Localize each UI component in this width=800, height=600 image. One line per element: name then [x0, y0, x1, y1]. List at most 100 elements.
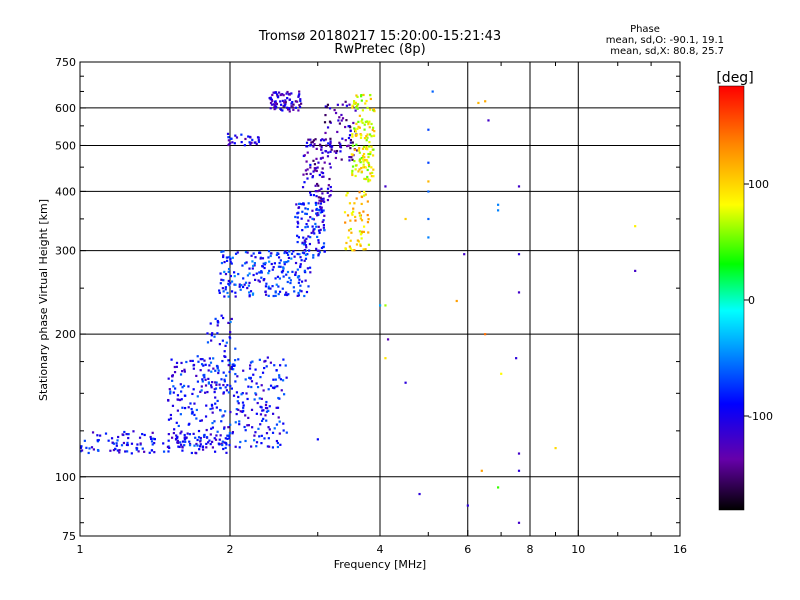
data-point [317, 213, 320, 216]
data-point [112, 448, 116, 452]
data-point [229, 137, 232, 140]
data-point [251, 138, 254, 141]
data-point [135, 448, 138, 451]
data-point [246, 286, 249, 290]
y-axis-label: Stationary phase Virtual Height [km] [37, 199, 50, 401]
data-point [235, 412, 238, 416]
data-point [209, 442, 212, 446]
data-point [260, 419, 264, 422]
data-point [206, 390, 209, 394]
data-point [312, 230, 315, 233]
data-point [361, 158, 364, 161]
data-point [362, 160, 365, 163]
data-point [231, 430, 235, 434]
data-point [347, 144, 350, 147]
data-point [352, 207, 355, 210]
data-point [251, 292, 255, 295]
data-point [266, 356, 269, 359]
data-point [173, 428, 176, 431]
data-point [240, 133, 243, 136]
data-point [178, 445, 181, 449]
data-point [264, 406, 268, 410]
data-point [195, 417, 198, 420]
data-point [366, 133, 369, 136]
data-point [311, 225, 314, 228]
data-point [297, 222, 300, 225]
data-point [260, 406, 263, 409]
data-point [241, 285, 245, 289]
data-point [323, 250, 326, 253]
data-point [346, 191, 349, 195]
data-point [353, 249, 356, 252]
data-point [324, 138, 327, 141]
data-point [279, 103, 283, 106]
data-point [193, 402, 196, 405]
data-point [241, 264, 244, 267]
data-point [365, 120, 369, 123]
data-point [323, 214, 326, 217]
data-point [196, 355, 199, 358]
data-point [313, 167, 316, 170]
data-point [359, 95, 363, 98]
data-point [183, 433, 186, 437]
data-point [277, 292, 280, 296]
data-point [149, 435, 152, 439]
data-point [273, 100, 277, 104]
data-point [179, 413, 182, 416]
data-point [211, 332, 214, 335]
data-point [270, 103, 274, 106]
data-point [315, 182, 319, 186]
data-point [369, 108, 372, 111]
data-point [241, 392, 244, 395]
data-point [329, 194, 332, 197]
data-point [176, 394, 180, 397]
data-point [366, 213, 369, 217]
colorbar: [deg] 100 0 -100 [716, 70, 773, 511]
data-point [349, 138, 353, 142]
data-point [427, 217, 430, 221]
data-point [104, 432, 108, 435]
data-point [298, 104, 301, 107]
data-point [227, 267, 231, 271]
data-point [304, 212, 307, 215]
data-point [322, 246, 325, 249]
data-point [177, 441, 180, 444]
data-point [321, 151, 324, 154]
data-point [231, 141, 234, 144]
data-point [364, 102, 367, 105]
data-point [244, 439, 247, 443]
data-point [308, 249, 311, 252]
data-point [268, 96, 271, 100]
data-point [321, 210, 324, 214]
data-point [172, 431, 175, 435]
data-point [305, 212, 308, 216]
data-point [236, 375, 239, 378]
data-point [225, 341, 228, 344]
data-point [297, 281, 300, 284]
data-point [306, 145, 309, 148]
data-point [227, 321, 230, 325]
data-point [330, 148, 333, 151]
data-point [211, 411, 214, 414]
data-point [354, 164, 358, 167]
data-point [211, 426, 215, 429]
data-point [496, 209, 500, 212]
data-point [200, 419, 204, 422]
data-point [278, 374, 281, 377]
data-point [177, 424, 180, 428]
data-point [277, 416, 280, 419]
data-point [275, 423, 279, 426]
data-point [230, 367, 234, 370]
data-point [320, 148, 323, 151]
data-point [175, 421, 178, 424]
data-point [197, 436, 201, 439]
data-point [173, 365, 176, 369]
data-point [210, 386, 213, 389]
data-point [273, 427, 276, 430]
data-point [281, 269, 285, 272]
data-point [280, 93, 283, 96]
data-point [264, 293, 268, 296]
data-point [328, 177, 331, 181]
data-point [361, 121, 364, 124]
data-point [303, 154, 306, 157]
